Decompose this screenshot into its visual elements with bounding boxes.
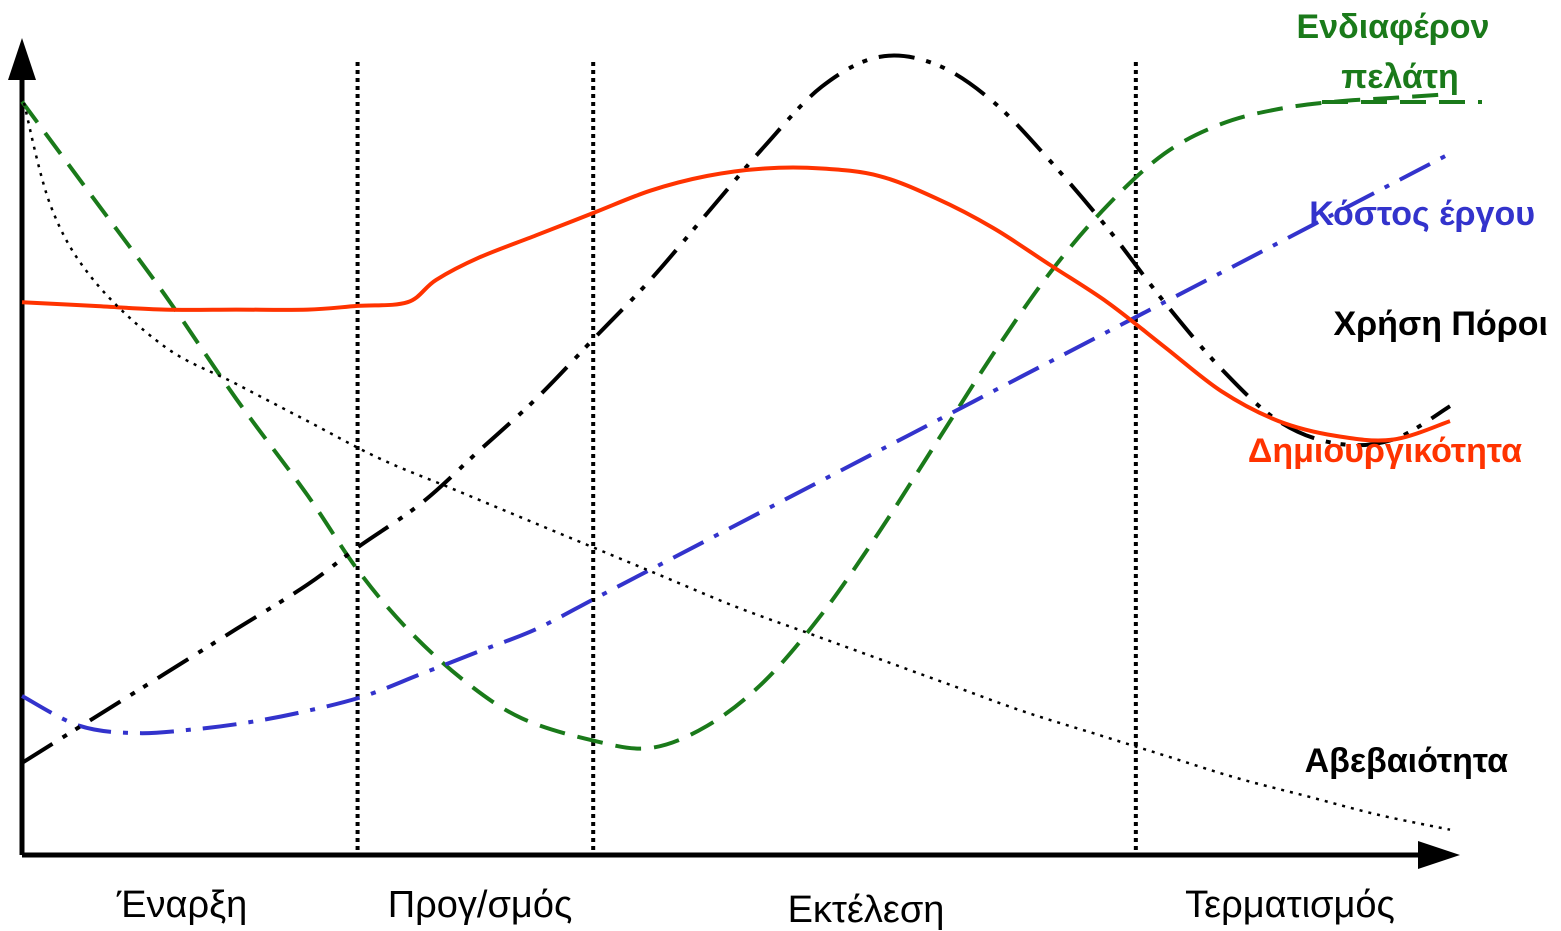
series-label-client-interest-line2: πελάτη xyxy=(1341,58,1459,96)
y-axis-arrow xyxy=(8,38,36,80)
series-line-creativity xyxy=(21,165,1451,443)
phase-label-execution: Εκτέλεση xyxy=(788,889,945,931)
series-line-uncertainty xyxy=(20,93,1451,831)
phase-label-start: Έναρξη xyxy=(116,884,248,926)
x-axis-arrow xyxy=(1418,841,1460,869)
series-label-project-cost: Κόστος έργου xyxy=(1309,195,1535,233)
series-line-client-interest xyxy=(20,92,1451,751)
series-label-creativity: Δημιουργικότητα xyxy=(1248,432,1522,470)
series-labels: Ενδιαφέρον πελάτη Κόστος έργου Χρήση Πόρ… xyxy=(1248,8,1548,780)
series-label-uncertainty: Αβεβαιότητα xyxy=(1305,742,1509,780)
series-lines xyxy=(20,53,1452,831)
series-line-project-cost xyxy=(21,151,1451,736)
series-label-resource-use: Χρήση Πόροι xyxy=(1333,305,1548,343)
phase-boundaries xyxy=(355,62,1138,855)
phase-label-planning: Προγ/σμός xyxy=(388,884,573,926)
axes xyxy=(8,38,1460,869)
phase-label-closure: Τερματισμός xyxy=(1185,884,1395,926)
phase-labels: Έναρξη Προγ/σμός Εκτέλεση Τερματισμός xyxy=(116,884,1395,931)
series-label-client-interest-line1: Ενδιαφέρον xyxy=(1297,8,1490,46)
series-line-resource-use xyxy=(20,53,1452,765)
